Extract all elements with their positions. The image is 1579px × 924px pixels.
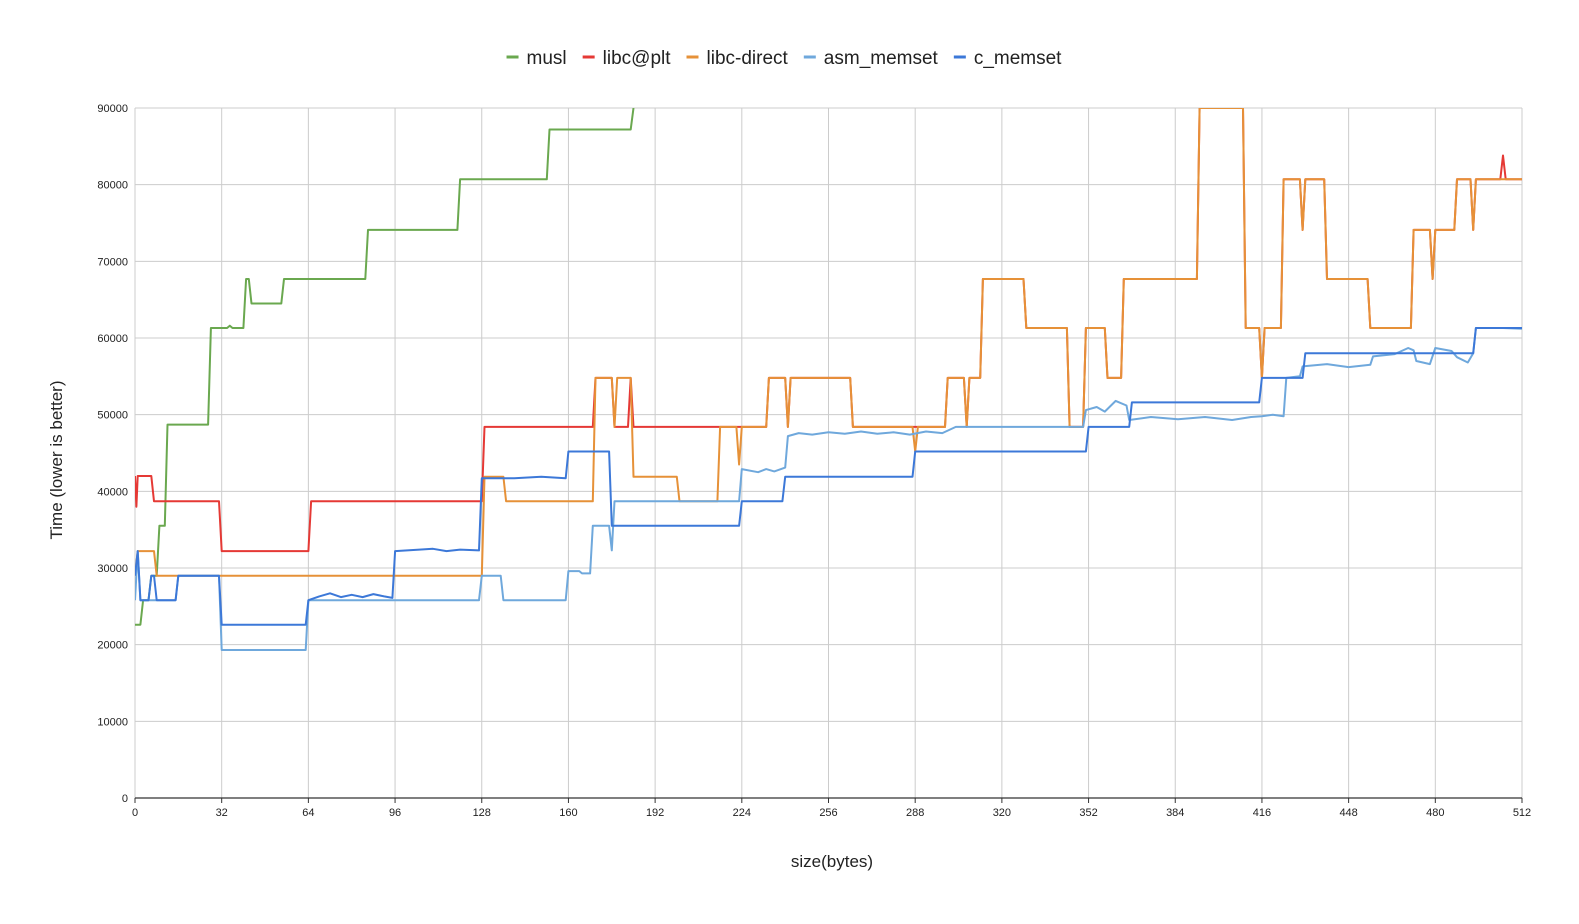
legend-item-musl: musl [506, 48, 567, 69]
x-tick-label: 192 [646, 807, 664, 819]
y-tick-label: 70000 [97, 256, 128, 268]
legend-label: libc@plt [603, 48, 672, 69]
y-tick-label: 30000 [97, 563, 128, 575]
x-tick-label: 32 [216, 807, 228, 819]
y-axis-title: Time (lower is better) [47, 380, 66, 539]
series-line-c-memset [135, 327, 1522, 626]
legend-label: musl [527, 48, 567, 69]
x-tick-label: 224 [733, 807, 751, 819]
series-line-libc-direct [135, 108, 1522, 577]
y-tick-label: 90000 [97, 103, 128, 115]
x-tick-label: 448 [1339, 807, 1357, 819]
x-tick-label: 352 [1079, 807, 1097, 819]
x-tick-label: 480 [1426, 807, 1444, 819]
y-tick-label: 0 [122, 793, 128, 805]
y-tick-label: 40000 [97, 486, 128, 498]
legend-item-libc-direct: libc-direct [686, 48, 789, 69]
legend-item-asm-memset: asm_memset [803, 48, 939, 69]
gridlines [134, 107, 1523, 799]
legend: musl libc@plt libc-direct asm_memset c_memse… [506, 48, 1062, 69]
y-tick-label: 50000 [97, 410, 128, 422]
x-tick-label: 96 [389, 807, 401, 819]
series-line-asm-memset [135, 327, 1522, 651]
y-tick-label: 20000 [97, 640, 128, 652]
x-tick-label: 0 [132, 807, 138, 819]
series-lines [135, 108, 1522, 651]
legend-label: libc-direct [707, 48, 789, 69]
x-tick-label: 160 [559, 807, 577, 819]
x-axis-title: size(bytes) [791, 852, 873, 871]
legend-label: c_memset [974, 48, 1062, 69]
y-tick-label: 60000 [97, 333, 128, 345]
series-line-musl [135, 108, 635, 626]
x-tick-label: 416 [1253, 807, 1271, 819]
legend-item-libc-plt: libc@plt [582, 48, 672, 69]
x-tick-label: 512 [1513, 807, 1531, 819]
axes: 0 10000 20000 30000 40000 50000 60000 70000 8000… [97, 103, 1531, 819]
x-tick-label: 64 [302, 807, 314, 819]
x-tick-label: 256 [819, 807, 837, 819]
x-tick-label: 384 [1166, 807, 1184, 819]
x-tick-label: 288 [906, 807, 924, 819]
legend-label: asm_memset [824, 48, 939, 69]
legend-item-c-memset: c_memset [953, 48, 1062, 69]
y-tick-label: 80000 [97, 180, 128, 192]
x-tick-label: 128 [473, 807, 491, 819]
y-tick-label: 10000 [97, 716, 128, 728]
x-tick-label: 320 [993, 807, 1011, 819]
